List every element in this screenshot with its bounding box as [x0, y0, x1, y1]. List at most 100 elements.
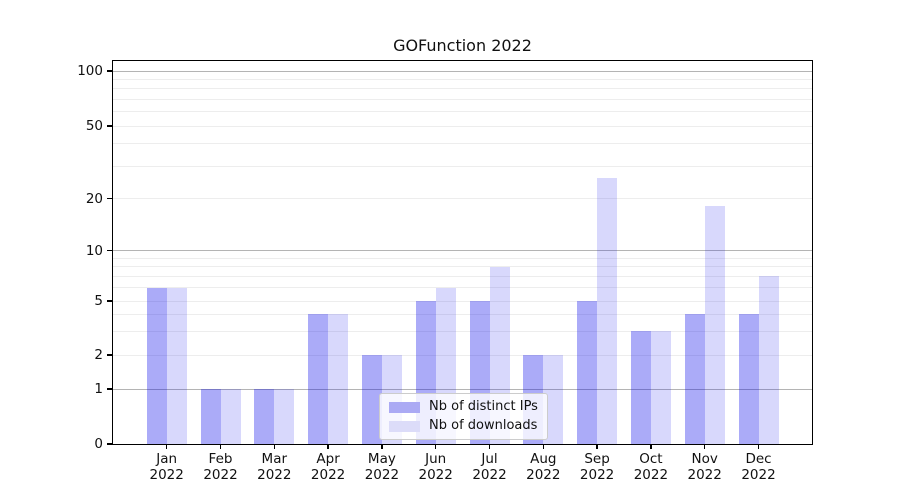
x-tick-label-sep: Sep 2022	[567, 451, 627, 483]
x-tick-label-jan: Jan 2022	[137, 451, 197, 483]
gridline-minor-3	[113, 330, 812, 332]
x-tick-mark-may	[381, 444, 383, 449]
bar-downloads-feb	[220, 389, 241, 444]
x-tick-month-jun: Jun	[425, 451, 447, 467]
x-tick-year-dec: 2022	[741, 467, 776, 483]
bar-distinct-ips-may	[361, 355, 382, 444]
gridline-minor-50	[113, 125, 812, 127]
bar-downloads-sep	[597, 177, 618, 444]
gridline-minor-2	[113, 354, 812, 356]
gridline-minor-70	[113, 98, 812, 100]
x-tick-label-jun: Jun 2022	[406, 451, 466, 483]
y-tick-mark-1	[107, 388, 112, 390]
x-tick-label-apr: Apr 2022	[298, 451, 358, 483]
x-tick-month-feb: Feb	[208, 451, 233, 467]
y-tick-label-1: 1	[94, 381, 103, 397]
chart-title: GOFunction 2022	[393, 36, 532, 55]
y-tick-label-5: 5	[94, 293, 103, 309]
bar-distinct-ips-feb	[200, 389, 221, 444]
bar-downloads-oct	[650, 331, 671, 444]
bar-distinct-ips-oct	[630, 331, 651, 444]
gridline-minor-5	[113, 300, 812, 302]
y-tick-mark-2	[107, 354, 112, 356]
x-tick-month-jul: Jul	[481, 451, 498, 467]
x-tick-month-sep: Sep	[584, 451, 610, 467]
bar-distinct-ips-jan	[146, 287, 167, 444]
x-tick-year-jun: 2022	[418, 467, 453, 483]
gridline-minor-90	[113, 78, 812, 80]
bar-distinct-ips-mar	[254, 389, 275, 444]
y-tick-label-0: 0	[94, 436, 103, 452]
x-tick-month-nov: Nov	[691, 451, 718, 467]
x-tick-year-feb: 2022	[203, 467, 238, 483]
x-tick-month-dec: Dec	[745, 451, 772, 467]
y-tick-label-100: 100	[77, 63, 103, 79]
gridline-minor-80	[113, 88, 812, 90]
y-tick-label-2: 2	[94, 347, 103, 363]
x-tick-year-apr: 2022	[310, 467, 346, 483]
bar-downloads-apr	[328, 314, 349, 444]
x-tick-label-feb: Feb 2022	[191, 451, 251, 483]
x-tick-label-nov: Nov 2022	[675, 451, 735, 483]
legend-label-distinct-ips: Nb of distinct IPs	[429, 399, 538, 414]
gridline-minor-6	[113, 287, 812, 289]
x-tick-year-aug: 2022	[526, 467, 561, 483]
bar-downloads-mar	[274, 389, 295, 444]
bar-distinct-ips-nov	[684, 314, 705, 444]
gridline-minor-9	[113, 257, 812, 259]
x-tick-year-oct: 2022	[633, 467, 669, 483]
bar-distinct-ips-sep	[577, 301, 598, 444]
x-tick-label-dec: Dec 2022	[729, 451, 789, 483]
gridline-minor-20	[113, 198, 812, 199]
x-tick-year-jul: 2022	[472, 467, 507, 483]
legend-swatch-downloads	[389, 420, 420, 432]
x-tick-year-nov: 2022	[687, 467, 722, 483]
x-tick-month-oct: Oct	[639, 451, 663, 467]
y-tick-mark-50	[107, 125, 112, 127]
gridline-minor-30	[113, 165, 812, 167]
bar-distinct-ips-apr	[308, 314, 329, 444]
x-tick-label-may: May 2022	[352, 451, 412, 483]
bar-downloads-aug	[543, 355, 564, 444]
gridline-minor-4	[113, 313, 812, 315]
bar-downloads-nov	[704, 206, 725, 444]
gridline-minor-40	[113, 143, 812, 145]
gridline-major-10	[113, 250, 812, 251]
legend-item-downloads: Nb of downloads	[389, 418, 538, 434]
bar-downloads-jan	[166, 287, 187, 444]
y-tick-mark-10	[107, 249, 112, 252]
legend-item-distinct-ips: Nb of distinct IPs	[389, 399, 538, 415]
x-tick-mark-oct	[650, 444, 652, 449]
plot-area	[112, 60, 813, 445]
x-tick-label-mar: Mar 2022	[244, 451, 304, 483]
gridline-minor-8	[113, 266, 812, 268]
x-tick-month-mar: Mar	[261, 451, 288, 467]
x-tick-year-jan: 2022	[149, 467, 184, 483]
y-tick-mark-100	[107, 70, 112, 72]
x-tick-month-jan: Jan	[156, 451, 178, 467]
x-tick-label-jul: Jul 2022	[460, 451, 520, 483]
legend: Nb of distinct IPs Nb of downloads	[379, 393, 548, 440]
y-tick-label-50: 50	[85, 118, 103, 134]
x-tick-label-oct: Oct 2022	[621, 451, 681, 483]
y-tick-mark-5	[107, 300, 112, 302]
y-tick-mark-20	[107, 197, 112, 200]
x-tick-mark-feb	[219, 444, 222, 449]
x-tick-mark-sep	[596, 444, 598, 449]
x-tick-year-may: 2022	[364, 467, 400, 483]
x-tick-mark-jan	[166, 444, 168, 449]
gridline-major-1	[113, 388, 812, 390]
x-tick-year-sep: 2022	[579, 467, 615, 483]
legend-label-downloads: Nb of downloads	[429, 418, 538, 433]
x-tick-month-apr: Apr	[316, 451, 340, 467]
x-tick-mark-mar	[273, 444, 275, 449]
gridline-major-100	[113, 70, 812, 72]
bar-distinct-ips-dec	[738, 314, 759, 444]
x-tick-mark-nov	[704, 444, 706, 449]
x-tick-month-may: May	[367, 451, 396, 467]
x-tick-mark-jun	[435, 444, 437, 449]
x-tick-label-aug: Aug 2022	[513, 451, 573, 483]
y-tick-mark-0	[107, 443, 112, 445]
x-tick-month-aug: Aug	[530, 451, 557, 467]
